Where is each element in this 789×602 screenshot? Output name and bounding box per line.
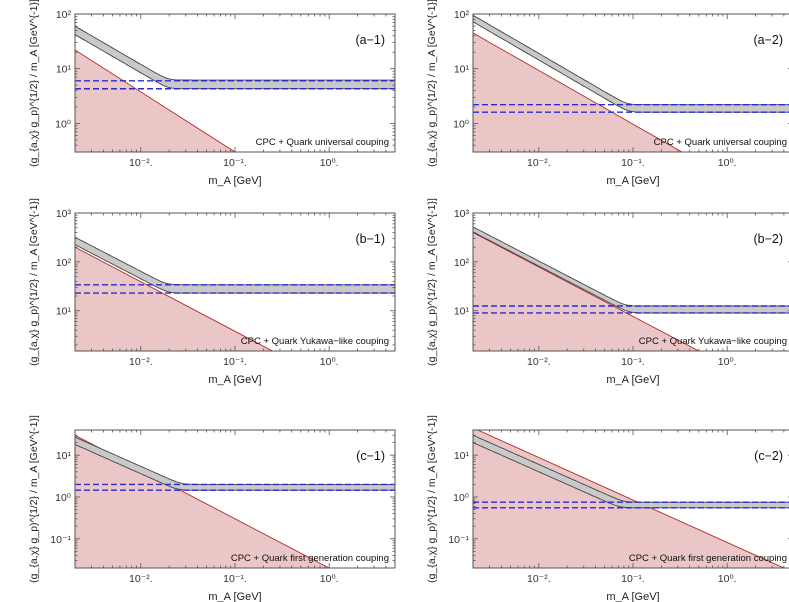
panel-label: (c−1) [356, 449, 385, 463]
panel-annotation: CPC + Quark first generation couping [231, 553, 389, 564]
y-axis-label: (g_{a,χ} g_p)^{1/2} / m_A [GeV^{-1}] [426, 0, 438, 167]
x-tick-label: 10⁰. [718, 573, 737, 585]
chart-panel: 10⁻². 10⁻¹. 10⁰. 10¹ 10² 10³ (b−2) CPC + Quark … [426, 198, 789, 386]
x-axis-label: m_A [GeV] [606, 175, 659, 187]
x-tick-label: 10⁻¹. [621, 356, 645, 368]
y-tick-label: 10² [454, 257, 470, 269]
y-tick-label: 10² [454, 9, 470, 21]
x-axis-label: m_A [GeV] [208, 374, 261, 386]
panel-label: (b−2) [753, 232, 783, 246]
plot-area [473, 226, 789, 351]
plot-area [473, 14, 789, 152]
exclusion-boundary [473, 32, 683, 152]
x-tick-label: 10⁻¹. [621, 157, 645, 169]
y-axis-label: (g_{a,χ} g_p)^{1/2} / m_A [GeV^{-1}] [426, 415, 438, 583]
x-tick-label: 10⁻¹. [621, 573, 645, 585]
y-tick-label: 10¹ [454, 306, 470, 318]
y-tick-label: 10¹ [56, 306, 72, 318]
plot-area [75, 434, 395, 568]
x-tick-label: 10⁻¹. [223, 356, 247, 368]
y-axis-label: (g_{a,χ} g_p)^{1/2} / m_A [GeV^{-1}] [28, 0, 40, 167]
y-tick-label: 10¹ [454, 64, 470, 76]
plot-area [75, 236, 395, 351]
x-tick-label: 10⁻². [129, 157, 153, 169]
exclusion-region [473, 32, 682, 152]
y-tick-label: 10² [56, 257, 72, 269]
prediction-band [75, 237, 395, 294]
x-tick-label: 10⁰. [718, 356, 737, 368]
y-tick-label: 10⁻¹ [448, 534, 469, 546]
y-axis-label: (g_{a,χ} g_p)^{1/2} / m_A [GeV^{-1}] [28, 415, 40, 583]
chart-panel: 10⁻². 10⁻¹. 10⁰. 10⁻¹ 10⁰ 10¹ (c−2) CPC + Quark… [426, 415, 789, 602]
x-axis-label: m_A [GeV] [208, 175, 261, 187]
x-tick-label: 10⁻². [129, 573, 153, 585]
panel-label: (c−2) [754, 449, 783, 463]
panel-label: (b−1) [355, 232, 385, 246]
x-tick-label: 10⁻². [527, 157, 551, 169]
x-axis-label: m_A [GeV] [606, 374, 659, 386]
x-axis-label: m_A [GeV] [208, 591, 261, 602]
x-tick-label: 10⁻². [129, 356, 153, 368]
y-tick-label: 10⁰ [55, 118, 72, 130]
y-tick-label: 10³ [454, 208, 470, 220]
y-tick-label: 10⁰ [453, 118, 470, 130]
band-upper-edge [75, 25, 395, 81]
y-tick-label: 10⁰ [453, 492, 470, 504]
x-tick-label: 10⁰. [320, 157, 339, 169]
y-tick-label: 10⁻¹ [50, 534, 71, 546]
x-tick-label: 10⁰. [718, 157, 737, 169]
x-tick-label: 10⁻². [527, 356, 551, 368]
panel-label: (a−1) [355, 33, 385, 47]
exclusion-region [75, 49, 235, 152]
panel-label: (a−2) [753, 33, 783, 47]
chart-panel: 10⁻². 10⁻¹. 10⁰. 10¹ 10² 10³ (b−1) CPC + Quark … [28, 198, 396, 386]
chart-panel: 10⁻². 10⁻¹. 10⁰. 10⁰ 10¹ 10² (a−2) CPC + Quark … [426, 0, 789, 187]
plot-area [75, 25, 395, 152]
y-tick-label: 10¹ [56, 450, 72, 462]
exclusion-region [473, 430, 784, 568]
x-tick-label: 10⁻¹. [223, 157, 247, 169]
panel-annotation: CPC + Quark Yukawa−like couping [639, 336, 787, 347]
panel-annotation: CPC + Quark universal couping [256, 137, 389, 148]
y-tick-label: 10¹ [454, 450, 470, 462]
panel-annotation: CPC + Quark Yukawa−like couping [241, 336, 389, 347]
panel-annotation: CPC + Quark universal couping [654, 137, 787, 148]
chart-panel: 10⁻². 10⁻¹. 10⁰. 10⁻¹ 10⁰ 10¹ (c−1) CPC + Quark… [28, 415, 396, 602]
panel-annotation: CPC + Quark first generation couping [629, 553, 787, 564]
x-tick-label: 10⁻¹. [223, 573, 247, 585]
exclusion-boundary [75, 49, 236, 152]
y-tick-label: 10⁰ [55, 492, 72, 504]
chart-panel: 10⁻². 10⁻¹. 10⁰. 10⁰ 10¹ 10² (a−1) CPC + Quark … [28, 0, 396, 187]
x-axis-label: m_A [GeV] [606, 591, 659, 602]
prediction-band [75, 26, 395, 89]
exclusion-boundary [476, 430, 785, 568]
x-tick-label: 10⁰. [320, 573, 339, 585]
plot-area [473, 430, 789, 568]
x-tick-label: 10⁰. [320, 356, 339, 368]
prediction-band [75, 437, 395, 491]
exclusion-boundary [75, 246, 273, 351]
y-axis-label: (g_{a,χ} g_p)^{1/2} / m_A [GeV^{-1}] [28, 198, 40, 366]
y-axis-label: (g_{a,χ} g_p)^{1/2} / m_A [GeV^{-1}] [426, 198, 438, 366]
y-tick-label: 10¹ [56, 64, 72, 76]
y-tick-label: 10² [56, 9, 72, 21]
y-tick-label: 10³ [56, 208, 72, 220]
exclusion-boundary [473, 232, 700, 351]
x-tick-label: 10⁻². [527, 573, 551, 585]
